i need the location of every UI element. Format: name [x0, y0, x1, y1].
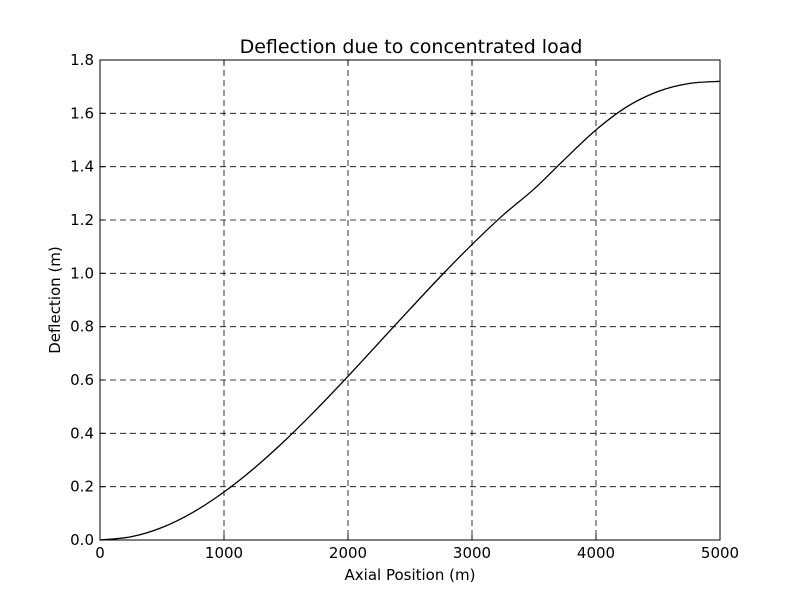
y-tick-label: 0.0	[70, 531, 94, 549]
x-tick-label: 5000	[701, 544, 739, 562]
y-tick-label: 0.2	[70, 478, 94, 496]
y-tick-label: 1.0	[70, 264, 94, 282]
series-layer	[99, 80, 721, 541]
y-tick-label: 1.8	[70, 51, 94, 69]
y-axis-label: Deflection (m)	[46, 246, 64, 354]
y-tick-label: 1.2	[70, 211, 94, 229]
y-tick-label: 0.6	[70, 371, 94, 389]
ticks-layer: 0 1000 2000 3000 4000 5000 0.0 0.2 0.4 0.6 0.8 1.0 1…	[70, 51, 739, 562]
y-tick-label: 0.4	[70, 424, 94, 442]
plot-frame	[99, 59, 721, 541]
x-tick-label: 3000	[453, 544, 491, 562]
grid-layer	[100, 60, 720, 540]
y-tick-label: 1.4	[70, 158, 94, 176]
x-tick-label: 4000	[577, 544, 615, 562]
chart-title: Deflection due to concentrated load	[240, 36, 583, 58]
y-tick-label: 0.8	[70, 318, 94, 336]
x-tick-label: 1000	[205, 544, 243, 562]
series-line-deflection	[99, 80, 721, 541]
y-tick-label: 1.6	[70, 104, 94, 122]
x-axis-label: Axial Position (m)	[345, 566, 476, 584]
x-tick-label: 2000	[329, 544, 367, 562]
x-tick-label: 0	[95, 544, 105, 562]
